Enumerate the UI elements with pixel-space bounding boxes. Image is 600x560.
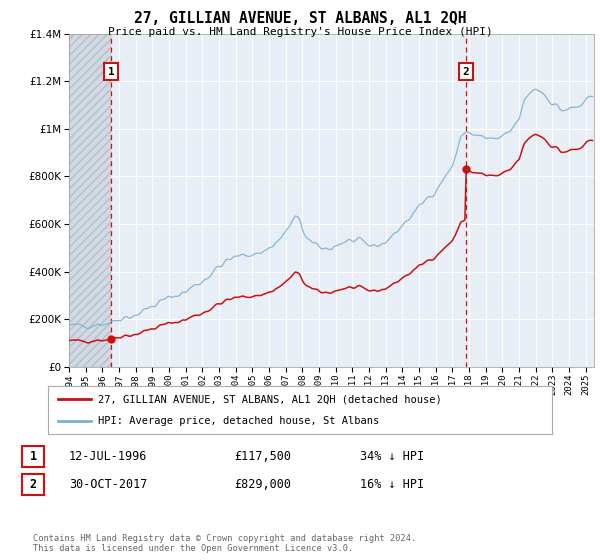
Text: 30-OCT-2017: 30-OCT-2017 (69, 478, 148, 491)
Text: 16% ↓ HPI: 16% ↓ HPI (360, 478, 424, 491)
Text: Contains HM Land Registry data © Crown copyright and database right 2024.
This d: Contains HM Land Registry data © Crown c… (33, 534, 416, 553)
Text: 2: 2 (463, 67, 470, 77)
Text: £829,000: £829,000 (234, 478, 291, 491)
Text: 34% ↓ HPI: 34% ↓ HPI (360, 450, 424, 463)
Text: HPI: Average price, detached house, St Albans: HPI: Average price, detached house, St A… (98, 416, 380, 426)
Text: Price paid vs. HM Land Registry's House Price Index (HPI): Price paid vs. HM Land Registry's House … (107, 27, 493, 37)
Text: 27, GILLIAN AVENUE, ST ALBANS, AL1 2QH (detached house): 27, GILLIAN AVENUE, ST ALBANS, AL1 2QH (… (98, 394, 442, 404)
Text: 12-JUL-1996: 12-JUL-1996 (69, 450, 148, 463)
Text: £117,500: £117,500 (234, 450, 291, 463)
Text: 1: 1 (29, 450, 37, 463)
Text: 27, GILLIAN AVENUE, ST ALBANS, AL1 2QH: 27, GILLIAN AVENUE, ST ALBANS, AL1 2QH (134, 11, 466, 26)
Text: 2: 2 (29, 478, 37, 491)
Text: 1: 1 (108, 67, 115, 77)
FancyBboxPatch shape (22, 474, 44, 495)
FancyBboxPatch shape (22, 446, 44, 467)
